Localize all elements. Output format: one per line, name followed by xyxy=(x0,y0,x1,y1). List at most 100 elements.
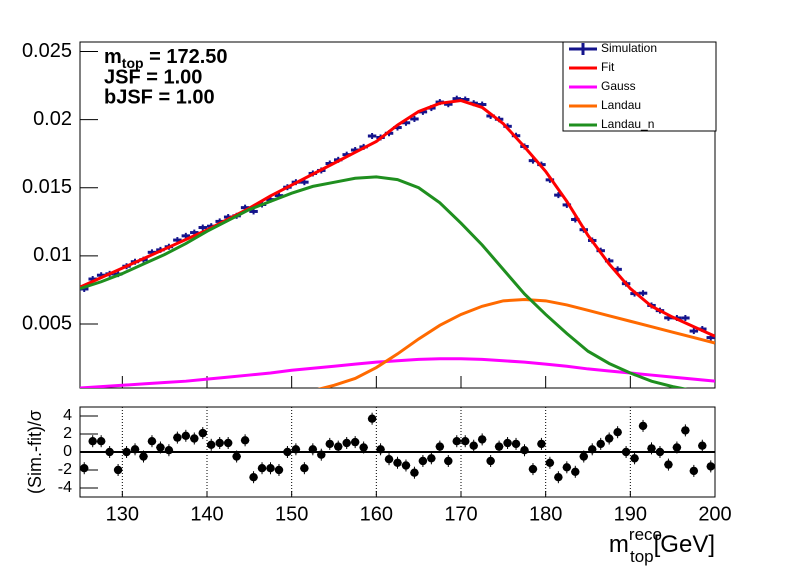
residual-point xyxy=(274,464,284,476)
residual-point xyxy=(334,440,343,453)
residual-point xyxy=(554,471,563,484)
residual-point xyxy=(215,437,224,449)
data-point xyxy=(681,314,690,321)
residual-point xyxy=(240,434,250,447)
residual-point xyxy=(477,433,487,446)
data-point xyxy=(638,290,648,297)
data-point xyxy=(181,232,191,239)
point-marker xyxy=(494,442,504,451)
point-marker xyxy=(689,466,699,476)
point-marker xyxy=(96,437,106,446)
y-tick-label: 0 xyxy=(63,443,72,460)
residual-point xyxy=(418,455,428,467)
point-marker xyxy=(545,458,555,467)
fit-curve xyxy=(317,297,715,388)
residual-point xyxy=(511,437,521,450)
point-marker xyxy=(300,464,309,473)
residual-point xyxy=(427,452,436,465)
point-marker xyxy=(698,441,707,450)
point-marker xyxy=(562,463,572,472)
residual-point xyxy=(571,465,580,478)
point-marker xyxy=(207,440,216,449)
residual-point xyxy=(308,443,318,456)
residual-point xyxy=(444,455,453,467)
residual-point xyxy=(105,446,114,458)
x-tick-label: 150 xyxy=(275,503,308,525)
annotation-sub: top xyxy=(122,55,144,71)
residual-point xyxy=(596,437,605,450)
point-marker xyxy=(334,442,343,451)
legend-label: Landau_n xyxy=(601,117,654,131)
fit-curve xyxy=(80,175,688,388)
point-marker xyxy=(401,461,411,470)
legend-box xyxy=(562,41,717,132)
residual-point xyxy=(410,466,419,479)
point-marker xyxy=(350,437,360,447)
point-marker xyxy=(266,464,275,473)
residual-point xyxy=(604,432,614,445)
data-point xyxy=(410,115,419,122)
residual-point xyxy=(401,459,411,472)
point-marker xyxy=(249,473,258,482)
point-marker xyxy=(283,447,292,457)
point-marker xyxy=(655,447,665,457)
point-marker xyxy=(308,445,318,454)
residual-point xyxy=(461,435,470,448)
annotation: JSF = 1.00 xyxy=(104,66,202,88)
residual-point xyxy=(393,456,402,469)
point-marker xyxy=(435,442,445,451)
residual-point xyxy=(520,444,529,457)
point-marker xyxy=(376,445,385,454)
x-axis-title: mreco top[GeV] xyxy=(609,525,715,566)
annotation-part: m xyxy=(104,46,122,68)
point-marker xyxy=(198,428,207,438)
fit-curve xyxy=(80,99,715,338)
data-point xyxy=(367,132,377,139)
residual-point xyxy=(638,419,648,432)
point-marker xyxy=(452,437,461,446)
residual-point xyxy=(613,426,622,439)
data-point xyxy=(689,328,699,335)
point-marker xyxy=(444,456,453,466)
point-marker xyxy=(613,428,622,437)
residual-point xyxy=(130,443,140,456)
point-marker xyxy=(190,434,199,443)
residual-point xyxy=(486,455,495,467)
x-tick-label: 140 xyxy=(190,503,223,525)
point-marker xyxy=(461,437,470,446)
annotation: bJSF = 1.00 xyxy=(104,86,215,108)
residual-point xyxy=(706,460,715,473)
point-marker xyxy=(528,464,538,474)
point-marker xyxy=(105,447,114,457)
legend-label: Fit xyxy=(601,60,615,74)
residual-point xyxy=(579,450,588,463)
residual-point xyxy=(317,448,326,461)
residual-point xyxy=(469,439,478,452)
residual-point xyxy=(190,432,199,445)
residual-point xyxy=(283,446,292,458)
x-tick-label: 170 xyxy=(444,503,477,525)
point-marker xyxy=(410,468,419,477)
point-marker xyxy=(579,452,588,461)
residual-point xyxy=(291,443,301,456)
point-marker xyxy=(393,458,402,467)
y-tick-label: 4 xyxy=(63,407,72,424)
residual-point xyxy=(588,443,597,456)
residual-point xyxy=(681,424,690,437)
point-marker xyxy=(638,421,648,431)
residual-point xyxy=(164,444,174,457)
residual-point xyxy=(350,436,360,449)
residual-point xyxy=(621,446,631,458)
point-marker xyxy=(122,447,131,457)
residual-point xyxy=(207,438,216,451)
axis-title-sup: reco xyxy=(629,525,662,544)
y-tick-label: -4 xyxy=(58,479,72,496)
point-marker xyxy=(537,439,546,449)
residual-point xyxy=(384,453,394,466)
y-tick-label: 0.015 xyxy=(22,176,72,198)
residual-point xyxy=(96,435,106,448)
residual-point xyxy=(122,446,131,458)
point-marker xyxy=(223,438,233,448)
